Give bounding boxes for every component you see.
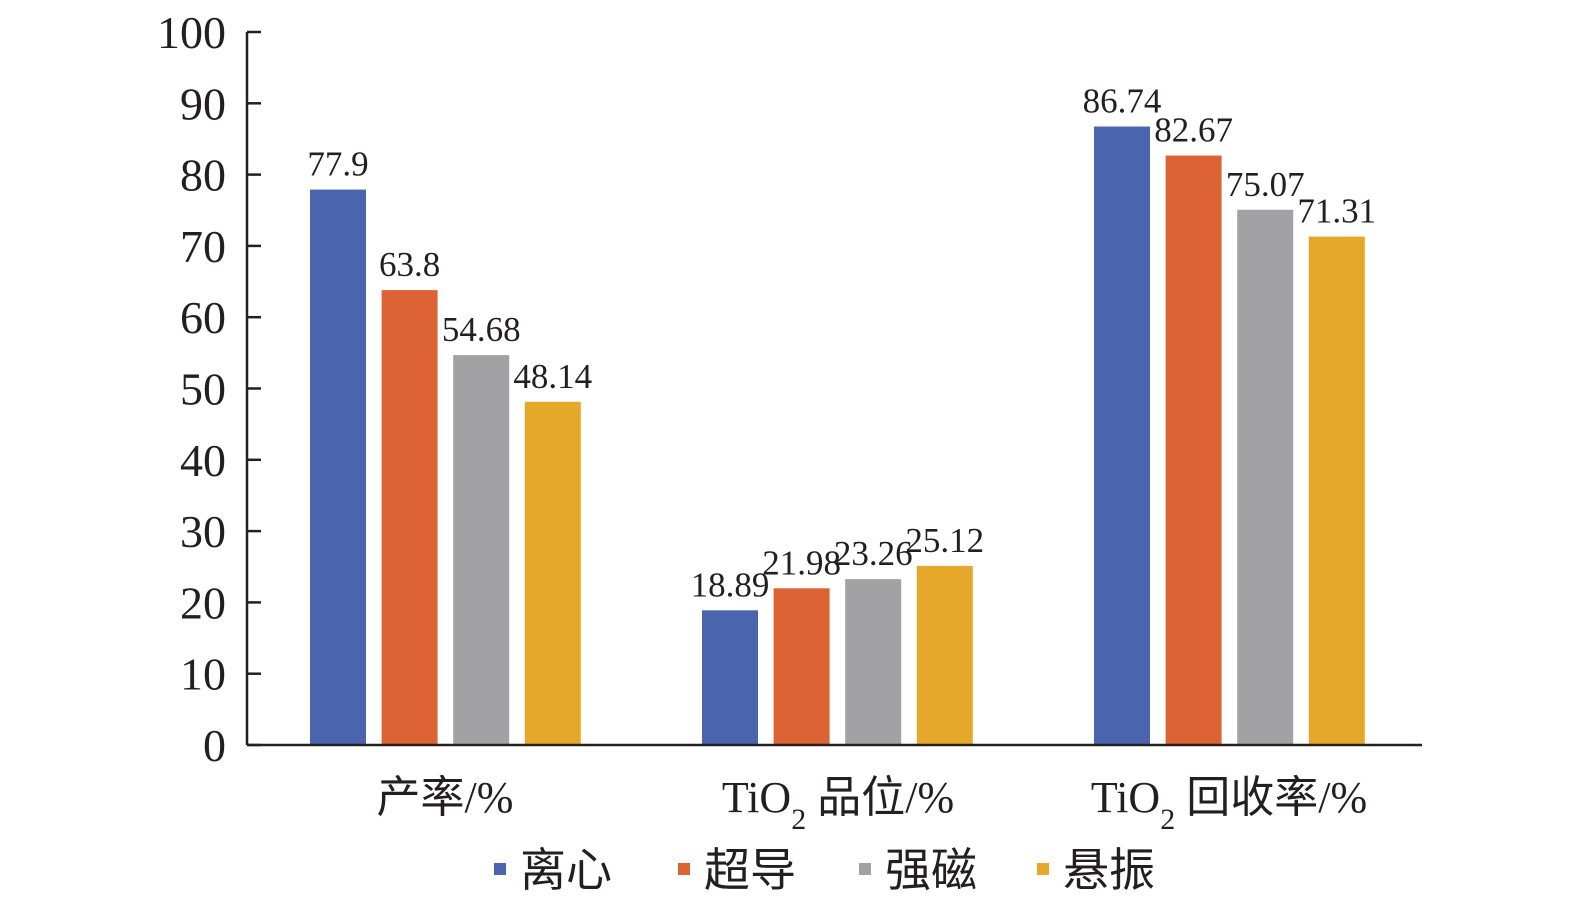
data-label: 25.12 — [905, 521, 984, 560]
data-label: 82.67 — [1154, 111, 1233, 150]
legend-swatch — [1037, 863, 1049, 875]
data-label: 77.9 — [307, 145, 368, 184]
bar-1-0 — [381, 290, 438, 745]
category-prefix: TiO — [722, 773, 791, 822]
bar-0-1 — [702, 610, 758, 745]
y-tick-label: 80 — [180, 150, 226, 201]
bar-1-2 — [1165, 155, 1222, 746]
x-category-label: TiO2 回收率/% — [1091, 773, 1367, 836]
value-labels: 77.9 18.89 86.74 63.8 21.98 82.67 54.68 23.26 75… — [307, 82, 1376, 605]
bar-2-2 — [1237, 209, 1294, 745]
data-label: 63.8 — [379, 245, 440, 284]
bar-0-2 — [1094, 126, 1150, 745]
data-label: 75.07 — [1226, 165, 1305, 204]
data-label: 48.14 — [513, 357, 592, 396]
y-tick-label: 20 — [180, 577, 226, 628]
legend-label: 强磁 — [885, 845, 977, 896]
y-tick-label: 60 — [180, 292, 226, 343]
legend-label: 离心 — [520, 845, 612, 896]
legend-label: 超导 — [704, 845, 796, 896]
bar-2-1 — [845, 579, 902, 745]
legend: 离心 超导 强磁 悬振 — [494, 845, 1155, 896]
legend-swatch — [678, 863, 690, 875]
y-tick-label: 90 — [180, 78, 226, 129]
data-label: 18.89 — [691, 565, 770, 604]
bars — [310, 126, 1365, 746]
data-label: 23.26 — [834, 534, 913, 573]
bar-2-0 — [453, 355, 510, 745]
data-label: 21.98 — [762, 543, 841, 582]
legend-swatch — [494, 863, 506, 875]
category-subscript: 2 — [791, 803, 806, 836]
x-category-label: TiO2 品位/% — [722, 773, 954, 836]
bar-1-1 — [773, 588, 830, 745]
data-label: 86.74 — [1083, 82, 1162, 121]
category-labels: 产率/% TiO2 品位/% TiO2 回收率/% — [377, 773, 1368, 836]
y-tick-label: 10 — [180, 649, 226, 700]
bar-3-2 — [1308, 236, 1365, 745]
category-suffix: 回收率/% — [1175, 773, 1367, 822]
bar-0-0 — [310, 189, 366, 745]
x-category-label: 产率/% — [377, 773, 514, 822]
data-label: 71.31 — [1297, 192, 1376, 231]
y-tick-label: 40 — [180, 435, 226, 486]
axes: 0 10 20 30 40 50 60 70 80 90 100 — [157, 7, 1422, 771]
legend-swatch — [859, 863, 871, 875]
category-subscript: 2 — [1160, 803, 1175, 836]
legend-label: 悬振 — [1063, 845, 1155, 896]
y-tick-label: 50 — [180, 364, 226, 415]
y-tick-label: 30 — [180, 506, 226, 557]
data-label: 54.68 — [442, 310, 521, 349]
bar-3-0 — [524, 401, 581, 745]
y-tick-label: 70 — [180, 221, 226, 272]
bar-3-1 — [916, 565, 973, 745]
category-suffix: 品位/% — [806, 773, 954, 822]
category-suffix: 产率/% — [377, 773, 514, 822]
y-tick-label: 0 — [203, 720, 226, 771]
y-tick-label: 100 — [157, 7, 226, 58]
category-prefix: TiO — [1091, 773, 1160, 822]
